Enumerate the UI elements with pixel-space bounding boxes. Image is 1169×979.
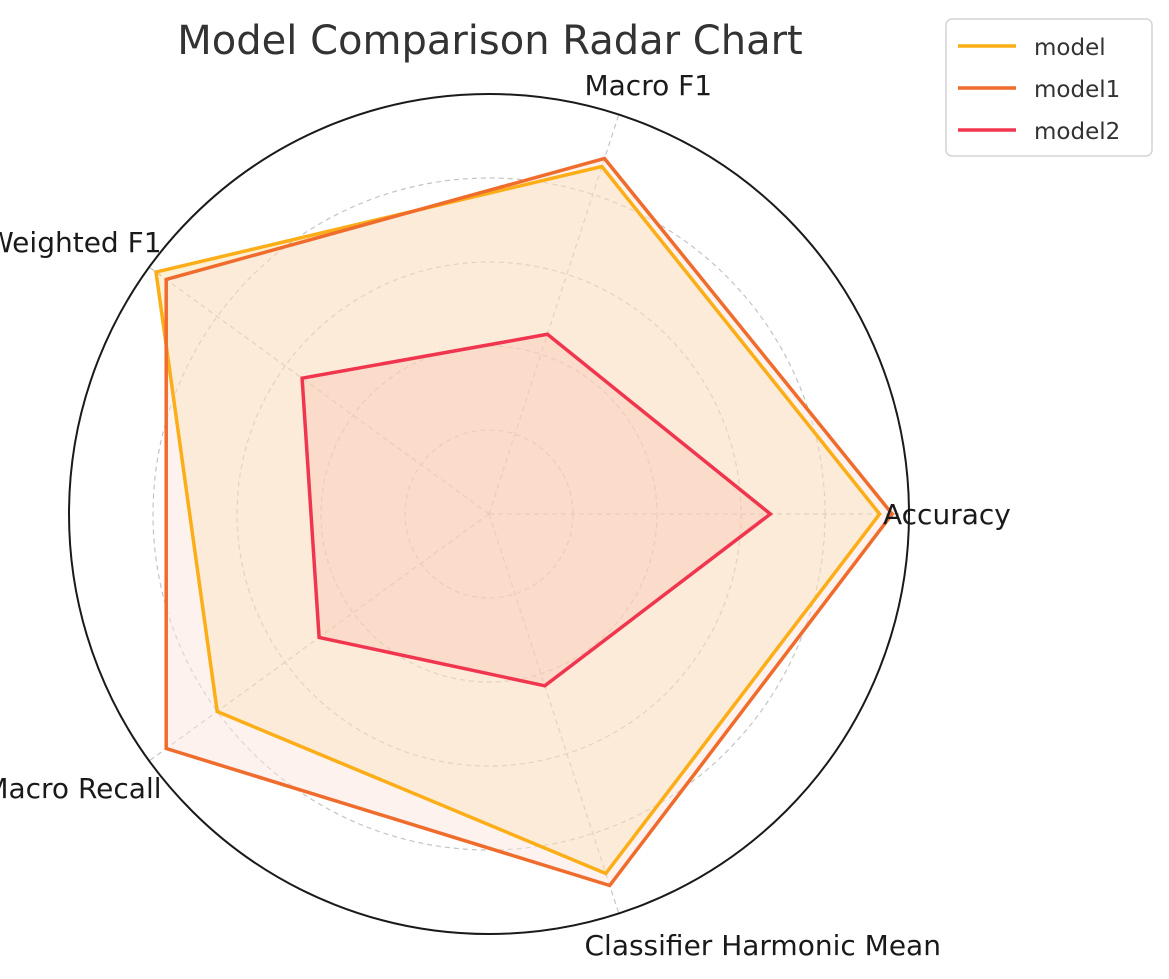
series-area-model2 — [302, 334, 771, 686]
legend-box — [945, 18, 1153, 157]
axis-label-1: Accuracy — [883, 498, 1011, 531]
axis-label-2: Macro F1 — [584, 69, 712, 102]
series-line-model2 — [300, 332, 774, 688]
axis-label-5: Classifier Harmonic Mean — [584, 929, 940, 962]
chart-title: Model Comparison Radar Chart — [177, 18, 802, 64]
series-line-model1 — [164, 156, 895, 888]
axis-label-3: Weighted F1 — [0, 226, 162, 259]
series-area-model1 — [166, 158, 893, 886]
legend: model model1 model2 — [945, 18, 1153, 157]
legend-label-model2: model2 — [1034, 119, 1120, 145]
radar-series — [68, 93, 910, 935]
axis-labels: Accuracy Macro F1 Weighted F1 Macro Recall C… — [0, 69, 1011, 962]
series-line-model — [154, 164, 882, 876]
legend-label-model1: model1 — [1034, 77, 1120, 103]
legend-label-model: model — [1034, 35, 1106, 61]
axis-label-4: Macro Recall — [0, 772, 162, 805]
radar-frame — [68, 93, 910, 935]
